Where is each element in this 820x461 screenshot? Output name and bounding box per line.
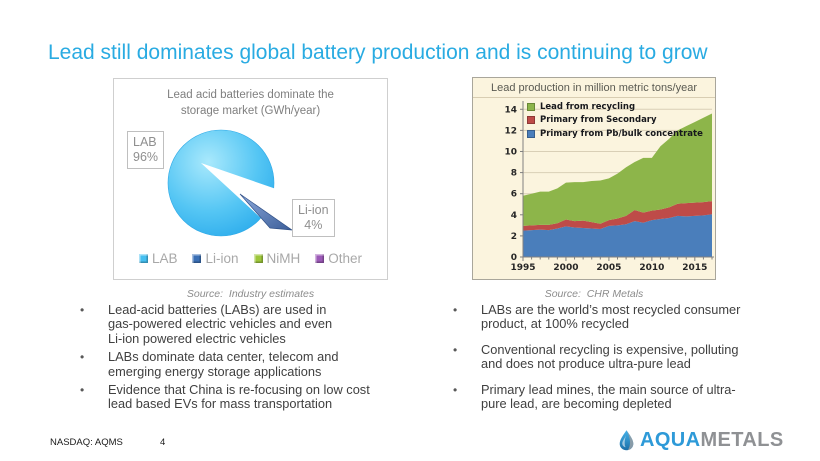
area-legend-label: Primary from Secondary — [540, 115, 657, 126]
svg-text:2005: 2005 — [596, 263, 621, 273]
logo-text-metals: METALS — [700, 429, 784, 451]
pie-chart-title: Lead acid batteries dominate the storage… — [167, 89, 334, 117]
pie-legend-label: NiMH — [266, 251, 301, 266]
page-title: Lead still dominates global battery prod… — [48, 41, 708, 65]
area-legend-label: Primary from Pb/bulk concentrate — [540, 128, 703, 139]
area-source-caption: Source: CHR Metals — [544, 288, 644, 300]
area-legend-item-secondary: Primary from Secondary — [527, 114, 703, 128]
svg-text:2015: 2015 — [682, 263, 707, 273]
pie-notch — [201, 163, 282, 220]
concentrate-swatch-icon — [527, 129, 535, 138]
pie-chart — [167, 129, 294, 237]
bullet-icon: • — [80, 303, 85, 317]
pie-source-caption: Source: Industry estimates — [186, 288, 315, 300]
bullet-icon: • — [80, 350, 85, 365]
bullet-icon: • — [453, 382, 458, 397]
svg-text:12: 12 — [504, 126, 517, 136]
bullet-icon: • — [453, 303, 458, 317]
svg-text:4: 4 — [511, 211, 517, 221]
bullet-icon: • — [453, 342, 458, 357]
svg-text:8: 8 — [511, 169, 517, 179]
right-bullet-list: • LABs are the world’s most recycled con… — [453, 302, 803, 422]
svg-text:2: 2 — [511, 232, 517, 242]
bullet-icon: • — [80, 383, 85, 398]
svg-text:10: 10 — [504, 147, 517, 157]
recycling-swatch-icon — [527, 102, 535, 111]
aqua-metals-logo: AQUAMETALS — [618, 428, 784, 452]
area-legend-item-concentrate: Primary from Pb/bulk concentrate — [527, 127, 703, 141]
svg-text:2000: 2000 — [553, 263, 578, 273]
bullet-text: Conventional recycling is expensive, pol… — [481, 341, 739, 372]
svg-text:0: 0 — [511, 253, 517, 263]
list-item: • Evidence that China is re-focusing on … — [80, 382, 425, 412]
pie-legend-item-other: Other — [315, 251, 362, 266]
area-chart-panel: 0 2 4 6 8 10 12 14 1995 2000 2005 2010 2015 Lead pro… — [472, 77, 716, 280]
svg-text:1995: 1995 — [510, 263, 535, 273]
pie-legend-label: Li-ion — [205, 251, 239, 266]
list-item: • LABs dominate data center, telecom and… — [80, 350, 425, 379]
lab-callout: LAB 96% — [127, 131, 165, 169]
water-drop-icon — [619, 429, 634, 450]
area-legend-label: Lead from recycling — [540, 101, 636, 112]
pie-legend-item-nimh: NiMH — [253, 251, 301, 266]
svg-text:6: 6 — [511, 190, 517, 200]
nimh-swatch-icon — [253, 254, 263, 263]
area-chart-title: Lead production in million metric tons/y… — [473, 82, 715, 98]
list-item: • LABs are the world’s most recycled con… — [453, 302, 803, 332]
pie-legend: LAB Li-ion NiMH Other — [114, 251, 387, 266]
pie-lab-slice — [167, 129, 275, 237]
list-item: • Conventional recycling is expensive, p… — [453, 341, 803, 372]
page-number: 4 — [160, 437, 166, 448]
area-chart: 0 2 4 6 8 10 12 14 1995 2000 2005 2010 2015 — [504, 101, 714, 273]
lab-swatch-icon — [138, 254, 148, 263]
logo-text-aqua: AQUA — [640, 429, 701, 451]
bullet-text: LABs dominate data center, telecom and e… — [108, 349, 339, 379]
area-legend-item-recycling: Lead from recycling — [527, 100, 703, 114]
area-legend: Lead from recycling Primary from Seconda… — [527, 100, 703, 141]
other-swatch-icon — [315, 254, 325, 263]
pie-chart-panel: Lead acid batteries dominate the storage… — [113, 78, 388, 280]
bullet-text: LABs are the world’s most recycled consu… — [481, 302, 741, 332]
bullet-text: Lead-acid batteries (LABs) are used in g… — [108, 302, 333, 346]
pie-legend-label: LAB — [151, 251, 178, 266]
left-bullet-list: • Lead-acid batteries (LABs) are used in… — [80, 302, 425, 416]
list-item: • Lead-acid batteries (LABs) are used in… — [80, 302, 425, 346]
svg-text:2010: 2010 — [639, 263, 664, 273]
pie-liion-slice — [239, 193, 294, 231]
secondary-swatch-icon — [527, 116, 535, 125]
bullet-text: Primary lead mines, the main source of u… — [481, 381, 736, 412]
pie-legend-item-lab: LAB — [138, 251, 178, 266]
bullet-text: Evidence that China is re-focusing on lo… — [108, 382, 370, 412]
liion-callout: Li-ion 4% — [292, 199, 335, 237]
nasdaq-ticker: NASDAQ: AQMS — [50, 437, 123, 448]
pie-legend-label: Other — [328, 251, 363, 266]
svg-text:14: 14 — [504, 105, 517, 115]
liion-swatch-icon — [192, 254, 202, 263]
list-item: • Primary lead mines, the main source of… — [453, 381, 803, 412]
pie-legend-item-liion: Li-ion — [192, 251, 239, 266]
